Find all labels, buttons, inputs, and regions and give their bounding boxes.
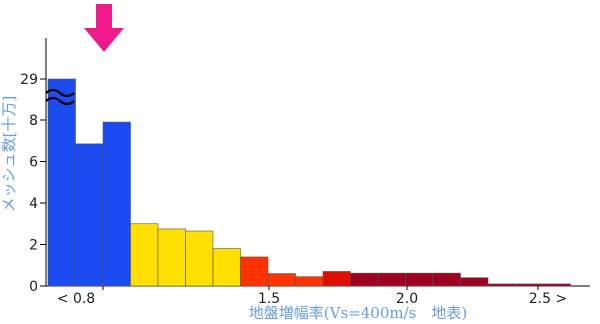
y-tick-label: 8 <box>29 113 38 129</box>
axis-break-squiggle <box>45 88 75 98</box>
histogram-bar <box>377 272 406 287</box>
histogram-bar <box>295 276 324 287</box>
x-axis-label: 地盤増幅率(Vs=400m/s 地表) <box>249 304 467 322</box>
x-ticks: < 0.8 1.5 2.0 2.5 > <box>57 286 567 307</box>
down-arrow-icon <box>84 4 124 52</box>
histogram-bar <box>240 256 269 287</box>
histogram-bar <box>432 272 461 287</box>
histogram-bar <box>130 223 159 287</box>
y-tick-label: 0 <box>29 279 38 295</box>
y-axis-label: メッシュ数[十万] <box>0 96 18 213</box>
x-tick-label: 2.0 <box>396 291 418 307</box>
histogram-bar <box>267 273 296 287</box>
x-tick-label: 2.5 > <box>529 291 567 307</box>
histogram-bar <box>405 272 434 287</box>
histogram-bar <box>75 143 104 287</box>
axis-break-squiggle <box>45 96 75 106</box>
histogram-bar <box>157 228 186 287</box>
y-tick-label: 6 <box>29 155 38 171</box>
histogram-bar <box>542 283 571 287</box>
x-tick-label: < 0.8 <box>57 291 95 307</box>
y-ticks: 0 2 4 6 8 29 <box>20 72 46 295</box>
histogram-bar <box>322 271 351 287</box>
histogram-bar <box>460 277 489 287</box>
histogram-bar <box>185 230 214 287</box>
histogram-bar <box>515 283 544 287</box>
bars-group <box>47 78 571 287</box>
y-tick-label: 29 <box>20 72 38 88</box>
x-tick-label: 1.5 <box>258 291 280 307</box>
y-tick-label: 2 <box>29 238 38 254</box>
histogram-bar <box>212 248 241 287</box>
y-tick-label: 4 <box>29 196 38 212</box>
histogram-bar <box>102 121 131 287</box>
axis-break-marks <box>45 88 75 106</box>
histogram-bar <box>487 283 516 287</box>
histogram-bar <box>47 78 76 287</box>
histogram-bar <box>350 272 379 287</box>
